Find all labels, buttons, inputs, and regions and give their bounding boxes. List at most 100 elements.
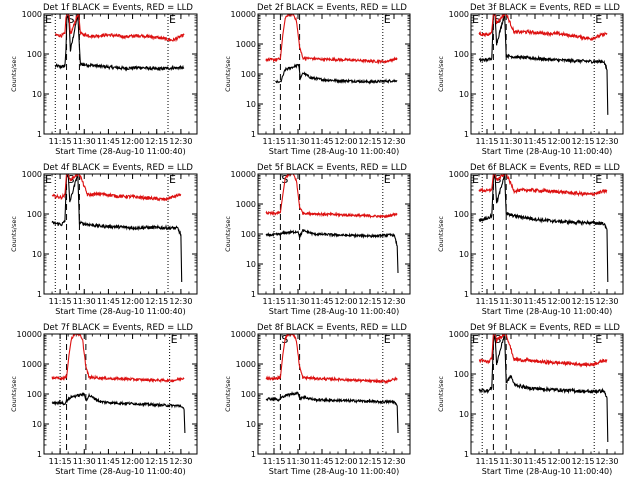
x-tick-label: 11:30: [499, 137, 522, 146]
y-tick-label: 10000: [231, 330, 256, 339]
traces: [265, 334, 399, 434]
traces: [51, 174, 183, 283]
event-marker-label: E: [595, 173, 602, 186]
y-axis-label: Counts/sec: [10, 216, 18, 252]
y-tick-label: 1000: [22, 170, 42, 179]
y-axis-label: Counts/sec: [10, 56, 18, 92]
event-marker-label: E: [45, 13, 52, 26]
x-tick-label: 11:15: [49, 297, 72, 306]
event-marker-label: E: [472, 13, 479, 26]
y-tick-label: 100: [27, 210, 42, 219]
series-lld: [51, 174, 182, 202]
series-events: [478, 334, 609, 443]
plot-frame: [470, 333, 624, 455]
y-tick-label: 1: [251, 290, 256, 299]
x-axis-label: Start Time (28-Aug-10 11:00:40): [482, 307, 613, 316]
y-tick-label: 10: [246, 260, 256, 269]
chart-title: Det 4f BLACK = Events, RED = LLD: [43, 163, 193, 173]
x-tick-label: 12:30: [595, 457, 618, 466]
y-tick-label: 100: [27, 50, 42, 59]
x-tick-label: 12:30: [169, 137, 192, 146]
x-tick-label: 12:00: [547, 137, 570, 146]
x-tick-label: 12:30: [595, 297, 618, 306]
series-lld: [51, 334, 185, 384]
x-tick-label: 11:15: [475, 297, 498, 306]
series-lld: [478, 334, 608, 368]
y-tick-label: 1000: [22, 360, 42, 369]
traces: [51, 334, 186, 434]
traces: [54, 14, 185, 72]
x-tick-label: 12:30: [169, 457, 192, 466]
chart-title: Det 1f BLACK = Events, RED = LLD: [43, 3, 193, 13]
plot-frame: [43, 173, 198, 295]
y-tick-label: 1000: [449, 10, 469, 19]
event-marker-label: E: [384, 13, 391, 26]
x-tick-label: 12:00: [334, 457, 357, 466]
x-tick-label: 12:15: [145, 297, 168, 306]
y-tick-label: 10: [32, 90, 42, 99]
y-tick-label: 100: [241, 390, 256, 399]
x-tick-label: 11:15: [475, 457, 498, 466]
y-tick-label: 10000: [231, 170, 256, 179]
y-tick-label: 10: [459, 90, 469, 99]
x-tick-label: 11:30: [73, 457, 96, 466]
y-axis-label: Counts/sec: [224, 56, 232, 92]
series-events: [478, 174, 609, 283]
y-tick-label: 10: [246, 100, 256, 109]
panel-3: Det 3f BLACK = Events, RED = LLD Counts/s…: [437, 3, 624, 156]
panel-5: Det 5f BLACK = Events, RED = LLD Counts/s…: [224, 163, 411, 316]
plot-frame: [257, 13, 411, 135]
event-marker-label: E: [384, 333, 391, 346]
event-marker-label: E: [169, 13, 176, 26]
panel-7: Det 7f BLACK = Events, RED = LLD Counts/s…: [10, 323, 198, 476]
y-tick-label: 1000: [236, 360, 256, 369]
x-tick-label: 11:45: [310, 457, 333, 466]
y-tick-label: 10: [246, 420, 256, 429]
y-tick-label: 10: [459, 410, 469, 419]
panel-1: Det 1f BLACK = Events, RED = LLD Counts/s…: [10, 3, 198, 156]
x-tick-label: 11:30: [73, 297, 96, 306]
y-tick-label: 1: [464, 130, 469, 139]
x-tick-label: 11:30: [73, 137, 96, 146]
x-tick-label: 11:30: [286, 457, 309, 466]
x-tick-label: 11:30: [286, 297, 309, 306]
event-marker-label: E: [595, 13, 602, 26]
y-tick-label: 100: [241, 70, 256, 79]
x-tick-label: 12:00: [547, 297, 570, 306]
x-axis-label: Start Time (28-Aug-10 11:00:40): [55, 147, 186, 156]
panel-6: Det 6f BLACK = Events, RED = LLD Counts/s…: [437, 163, 624, 316]
traces: [478, 14, 609, 115]
x-axis-label: Start Time (28-Aug-10 11:00:40): [55, 467, 186, 476]
x-tick-label: 12:00: [334, 297, 357, 306]
y-tick-label: 10: [32, 250, 42, 259]
y-axis-label: Counts/sec: [437, 56, 445, 92]
x-axis-label: Start Time (28-Aug-10 11:00:40): [482, 467, 613, 476]
x-axis-label: Start Time (28-Aug-10 11:00:40): [269, 147, 400, 156]
event-marker-label: E: [472, 173, 479, 186]
chart-title: Det 5f BLACK = Events, RED = LLD: [257, 163, 407, 173]
y-tick-label: 100: [454, 50, 469, 59]
x-tick-label: 12:15: [358, 137, 381, 146]
x-tick-label: 12:00: [121, 297, 144, 306]
plot-frame: [470, 13, 624, 135]
x-tick-label: 12:00: [121, 137, 144, 146]
series-events: [275, 63, 398, 85]
plot-frame: [43, 333, 198, 455]
x-tick-label: 11:45: [97, 457, 120, 466]
event-marker-label: E: [45, 173, 52, 186]
x-axis-label: Start Time (28-Aug-10 11:00:40): [55, 307, 186, 316]
y-tick-label: 100: [241, 230, 256, 239]
series-events: [265, 390, 399, 434]
y-tick-label: 1: [251, 130, 256, 139]
x-tick-label: 12:15: [145, 137, 168, 146]
y-tick-label: 1000: [236, 200, 256, 209]
x-tick-label: 11:15: [262, 297, 285, 306]
y-axis-label: Counts/sec: [10, 376, 18, 412]
panel-8: Det 8f BLACK = Events, RED = LLD Counts/s…: [224, 323, 411, 476]
y-axis-label: Counts/sec: [224, 376, 232, 412]
y-tick-label: 100: [27, 390, 42, 399]
traces: [478, 174, 609, 283]
x-tick-label: 11:45: [523, 137, 546, 146]
